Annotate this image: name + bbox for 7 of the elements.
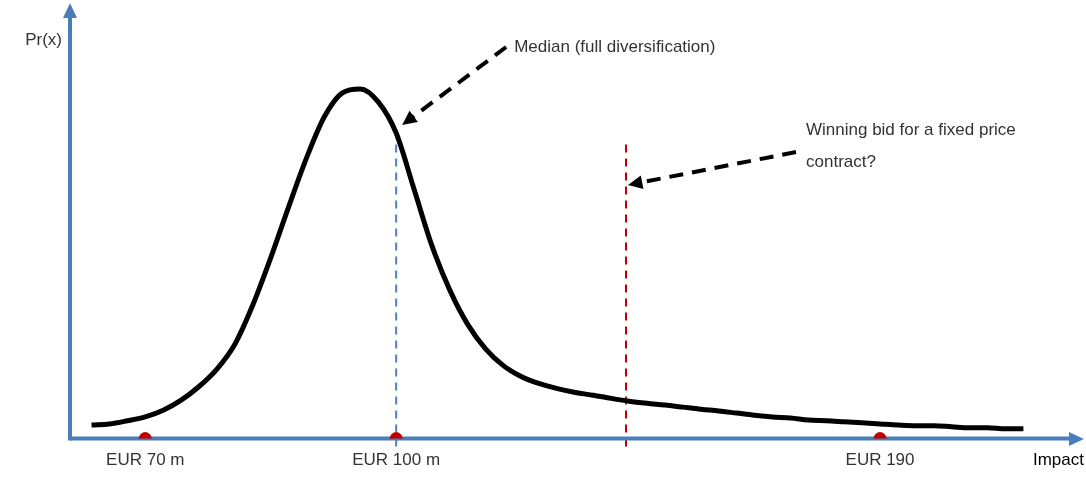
y-axis-title: Pr(x) bbox=[25, 29, 62, 49]
annotation: Winning bid for a fixed price contract? bbox=[806, 119, 1016, 171]
text: Median (full diversification) bbox=[514, 36, 716, 56]
x-tick-label: EUR 190 bbox=[845, 450, 915, 470]
x-axis-title: Impact bbox=[1032, 450, 1085, 470]
x-tick-label: EUR 70 m bbox=[106, 450, 185, 470]
x-tick-label: EUR 100 m bbox=[352, 450, 441, 470]
